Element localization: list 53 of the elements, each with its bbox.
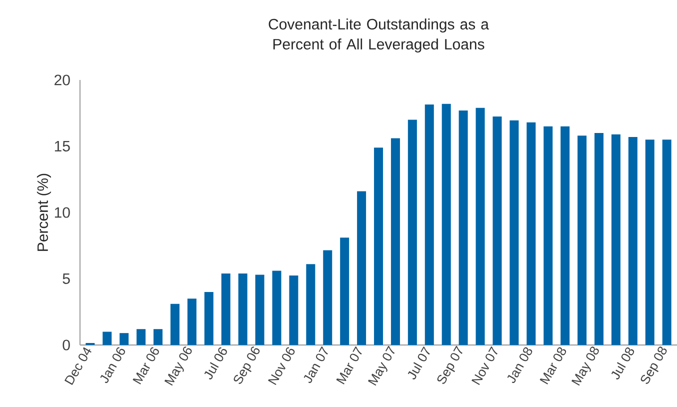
- y-tick-label: 0: [62, 340, 70, 350]
- x-tick-label: Jan 08: [507, 347, 532, 384]
- bar: [424, 104, 434, 345]
- bar: [544, 126, 553, 345]
- bar: [408, 120, 417, 345]
- x-tick-label: Jan 06: [100, 347, 126, 384]
- bar: [120, 333, 129, 345]
- x-tick-label: Sep 08: [640, 346, 667, 384]
- bar: [238, 273, 248, 345]
- bar: [628, 136, 638, 345]
- x-tick-label: Mar 08: [540, 347, 566, 384]
- y-tick-label: 15: [54, 141, 70, 152]
- bar: [340, 238, 350, 345]
- bar: [645, 140, 654, 345]
- bar: [255, 274, 264, 345]
- bar: [306, 264, 316, 345]
- bar: [102, 332, 112, 345]
- bar: [492, 116, 502, 345]
- bar: [154, 329, 163, 345]
- bar: [204, 292, 214, 345]
- bar: [170, 304, 180, 345]
- bar: [662, 140, 672, 345]
- y-tick-label: 5: [62, 274, 70, 284]
- bar: [357, 191, 366, 345]
- y-tick-label: 20: [54, 74, 70, 86]
- x-tick-label: Jul 06: [204, 347, 227, 380]
- bar: [390, 138, 400, 345]
- bar: [442, 104, 451, 345]
- y-axis-title: Percent (%): [36, 174, 51, 251]
- bar: [187, 298, 196, 345]
- x-tick-label: Mar 06: [132, 347, 159, 384]
- bar: [458, 110, 468, 345]
- bar: [221, 273, 230, 345]
- x-tick-label: Jul 08: [611, 347, 634, 380]
- bar: [476, 108, 485, 345]
- bar: [289, 275, 298, 345]
- x-tick-label: Sep 07: [437, 346, 462, 384]
- x-tick-label: Mar 07: [336, 346, 362, 384]
- x-tick-label: Jan 07: [304, 346, 328, 384]
- bar: [594, 133, 604, 345]
- bar: [323, 250, 332, 345]
- bar: [560, 126, 570, 345]
- bar: [526, 122, 536, 345]
- x-tick-label: Sep 06: [234, 346, 260, 384]
- bar: [611, 134, 620, 345]
- bar: [578, 136, 587, 345]
- bar: [510, 120, 519, 345]
- bar: [272, 270, 282, 345]
- y-tick-label: 10: [54, 207, 70, 218]
- x-tick-label: Jul 07: [408, 346, 430, 380]
- bar: [136, 329, 146, 345]
- bar: [374, 148, 384, 345]
- chart-title: Covenant-Lite Outstandings as a Percent of All Leveraged Loans: [268, 18, 489, 52]
